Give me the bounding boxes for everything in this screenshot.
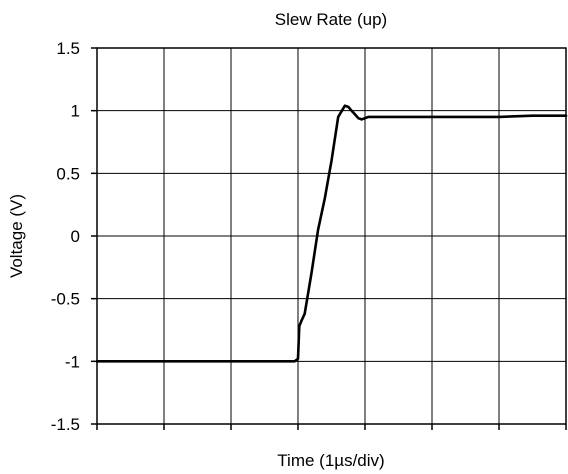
voltage-trace-line <box>95 104 568 363</box>
y-tick-label: 1.5 <box>56 39 80 58</box>
chart-title: Slew Rate (up) <box>275 10 387 29</box>
grid-lines <box>97 48 566 424</box>
y-axis-label: Voltage (V) <box>7 194 26 278</box>
y-tick-label: 1 <box>71 102 80 121</box>
y-tick-label: -0.5 <box>51 290 80 309</box>
y-axis-ticks: 1.5 1 0.5 0 -0.5 -1 -1.5 <box>51 39 97 434</box>
x-axis-label: Time (1µs/div) <box>277 451 384 470</box>
y-tick-label: -1 <box>65 352 80 371</box>
y-tick-label: -1.5 <box>51 415 80 434</box>
x-axis-ticks <box>96 424 567 430</box>
y-tick-label: 0 <box>71 227 80 246</box>
y-tick-label: 0.5 <box>56 164 80 183</box>
